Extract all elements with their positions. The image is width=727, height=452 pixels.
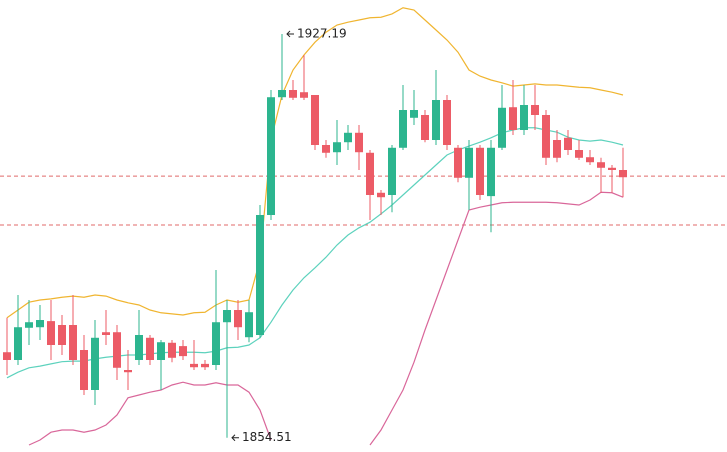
candle-body	[124, 370, 132, 373]
candle-body	[245, 312, 253, 338]
candle-body	[14, 327, 22, 360]
candle-body	[575, 150, 583, 158]
candle-body	[432, 100, 440, 140]
candle-body	[47, 321, 55, 345]
band-line	[28, 191, 624, 446]
candle-body	[509, 107, 517, 130]
candle-body	[190, 363, 198, 368]
band-line	[6, 127, 624, 379]
candle-body	[146, 337, 154, 360]
candle-body	[553, 140, 561, 158]
candle-body	[388, 147, 396, 195]
candle-body	[223, 310, 231, 323]
candle-body	[619, 170, 627, 178]
annotation-label: 1854.51	[242, 430, 292, 444]
candle-body	[531, 105, 539, 115]
candle-body	[586, 157, 594, 163]
band-line	[6, 7, 624, 319]
candle-body	[454, 147, 462, 178]
candle-body	[168, 342, 176, 358]
candle-body	[201, 363, 209, 368]
candle-body	[377, 192, 385, 198]
candle-body	[355, 132, 363, 153]
annotation-label: 1927.19	[297, 26, 347, 40]
candle-body	[311, 95, 319, 145]
annotation-arrow	[286, 30, 294, 38]
candle-body	[476, 147, 484, 195]
candle-body	[212, 322, 220, 365]
candle-body	[135, 335, 143, 360]
candle-body	[564, 137, 572, 150]
candle-body	[399, 110, 407, 148]
candle-body	[410, 110, 418, 118]
candle-body	[69, 325, 77, 360]
candle-body	[487, 147, 495, 197]
candle-body	[542, 115, 550, 158]
candle-body	[267, 97, 275, 215]
candle-body	[80, 350, 88, 390]
candle-body	[3, 352, 11, 360]
candle-body	[58, 325, 66, 345]
candle-body	[300, 92, 308, 98]
candle-body	[520, 105, 528, 130]
candle-body	[322, 145, 330, 153]
candle-body	[234, 310, 242, 328]
candle-body	[91, 337, 99, 390]
candle-body	[608, 167, 616, 170]
candle-body	[421, 115, 429, 140]
candle-body	[465, 147, 473, 178]
candle-body	[36, 320, 44, 328]
candle-body	[344, 132, 352, 143]
candle-body	[278, 90, 286, 98]
candle-body	[366, 152, 374, 195]
candle-body	[333, 142, 341, 153]
candle-body	[443, 100, 451, 145]
candle-body	[102, 332, 110, 335]
candle-body	[256, 215, 264, 335]
candle-body	[25, 322, 33, 328]
candle-body	[289, 90, 297, 98]
candle-body	[179, 346, 187, 357]
annotation-arrow	[231, 434, 239, 442]
candle-body	[498, 107, 506, 148]
candle-body	[113, 332, 121, 368]
candle-body	[157, 342, 165, 360]
candle-body	[597, 162, 605, 168]
